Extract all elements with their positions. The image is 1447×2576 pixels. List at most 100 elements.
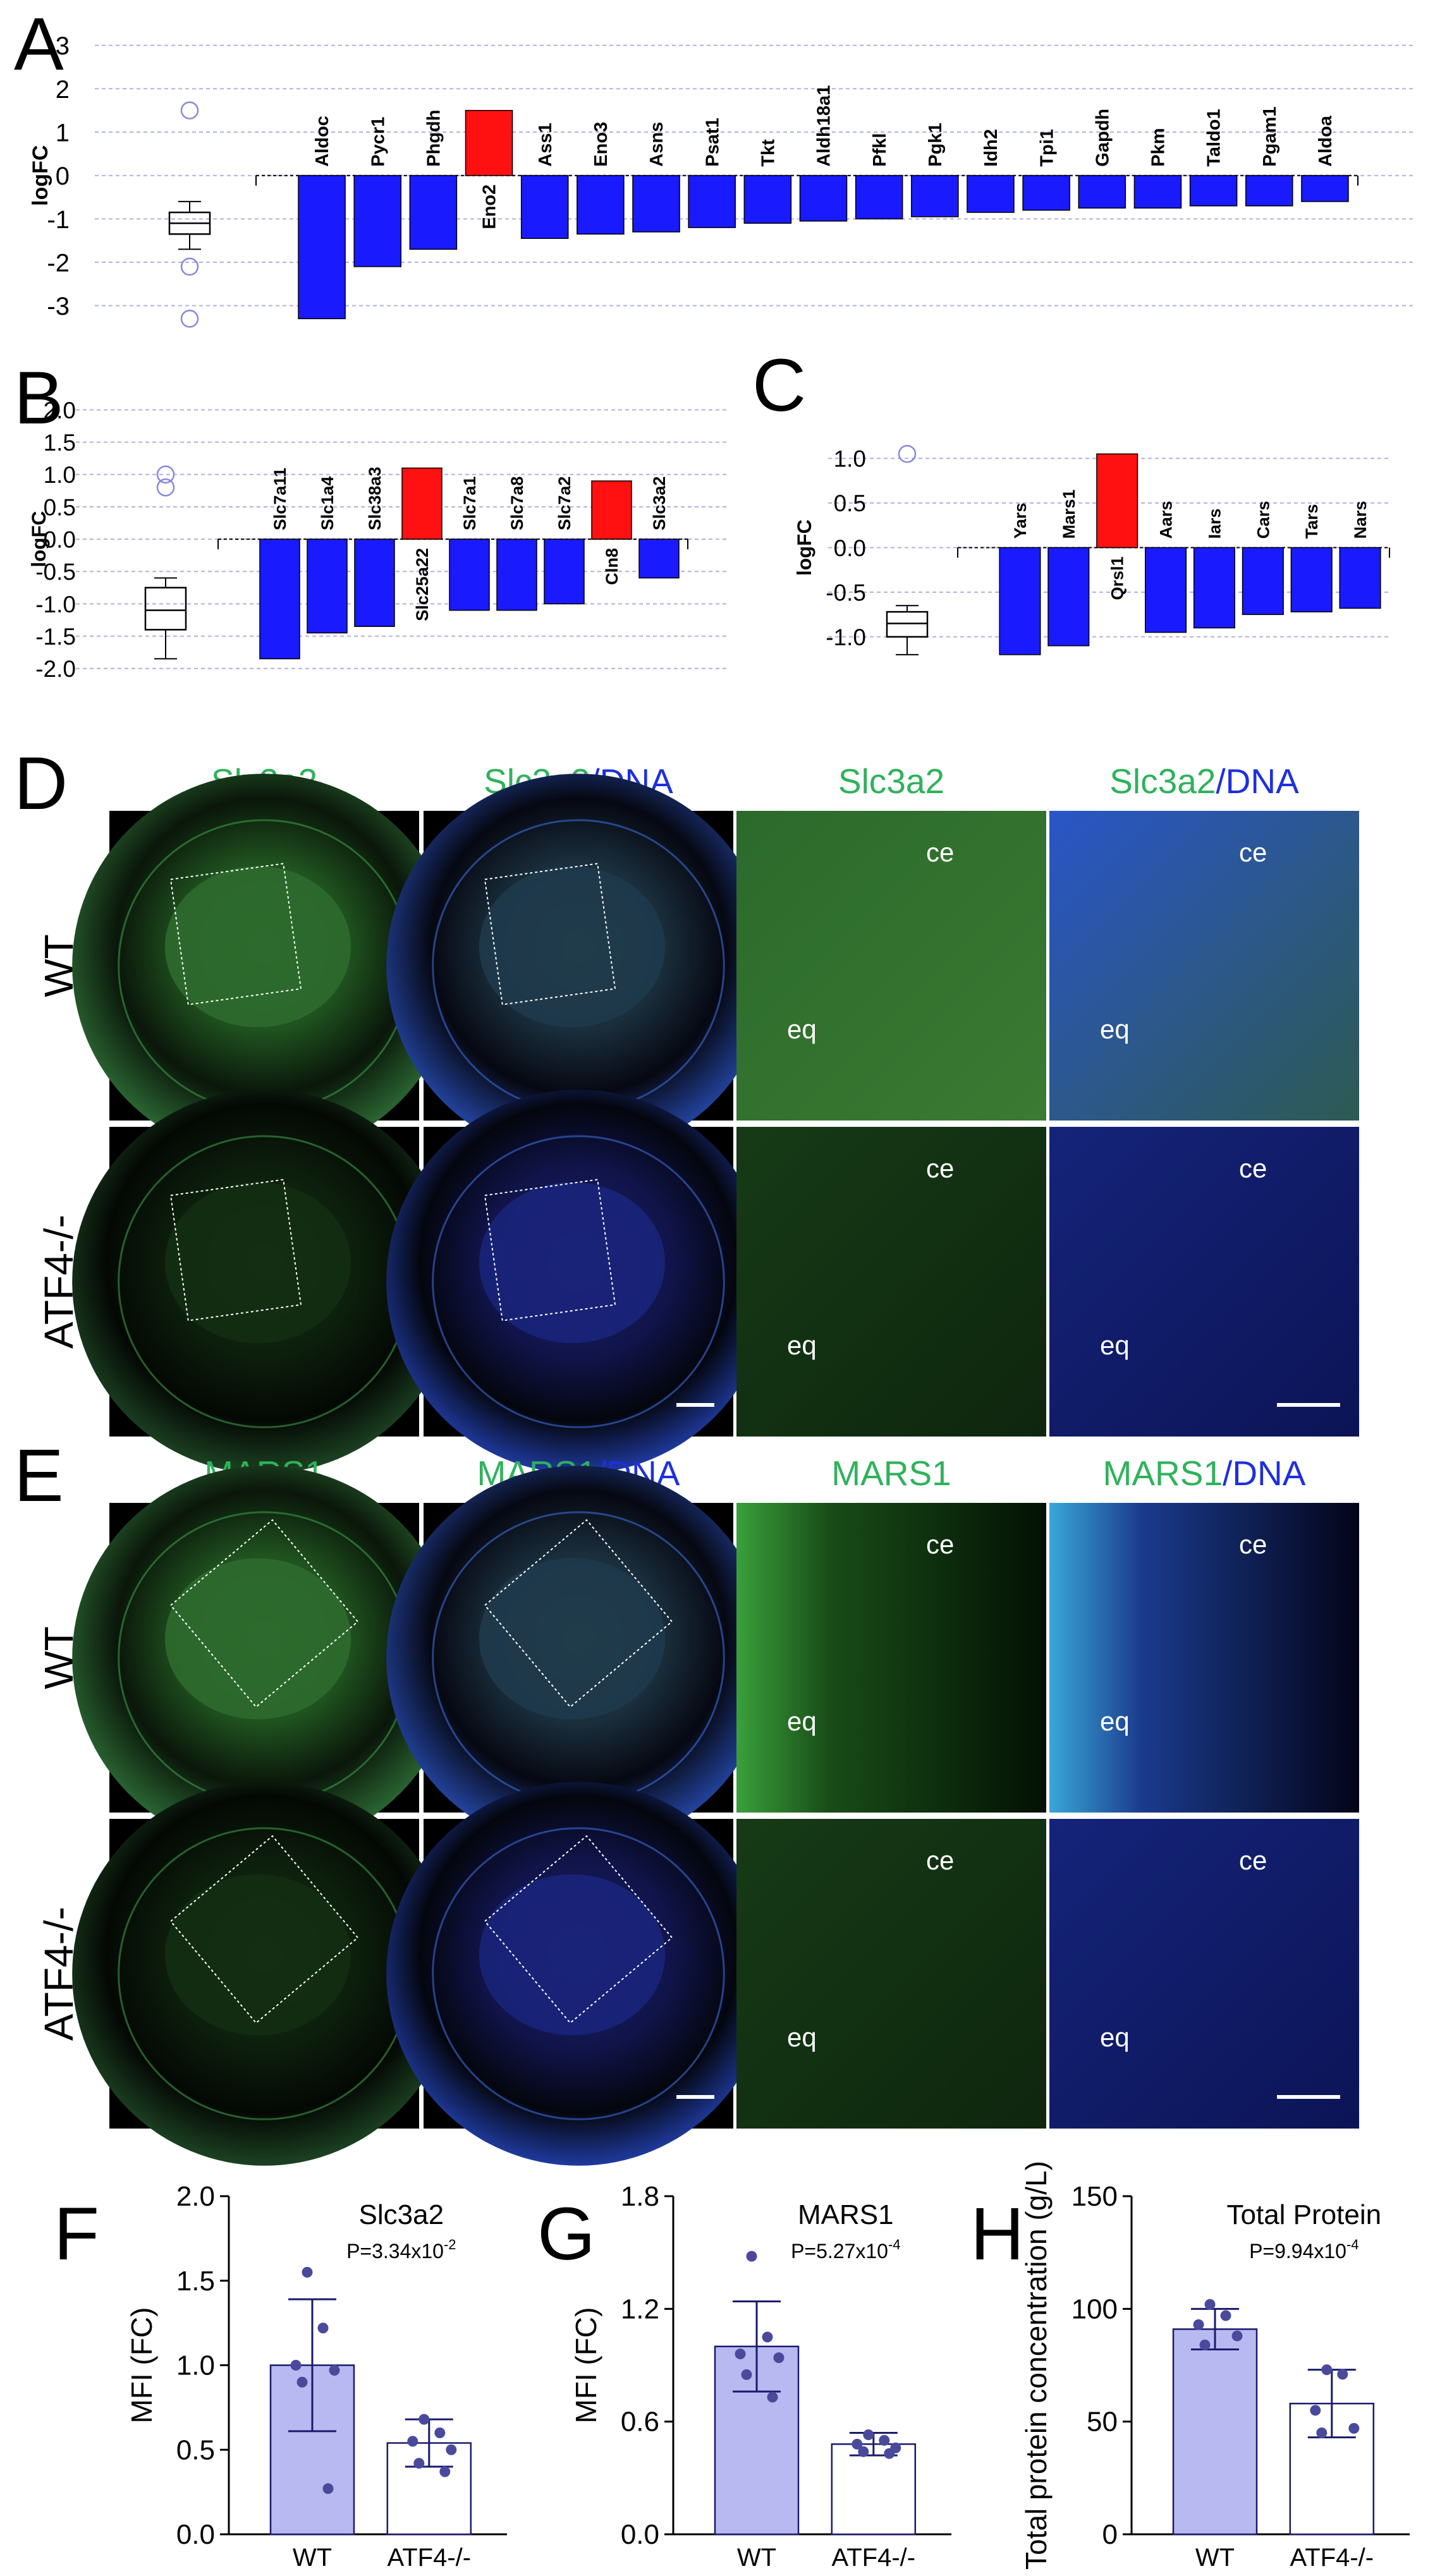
outlier-point bbox=[180, 310, 199, 328]
category-label: Slc3a2 bbox=[650, 477, 669, 531]
p-value: P=5.27x10-4 bbox=[791, 2237, 900, 2263]
y-tick-label: -1.5 bbox=[35, 624, 76, 650]
bar bbox=[465, 109, 513, 176]
eye-rim bbox=[432, 1827, 725, 2120]
panel-label-c: C bbox=[752, 344, 806, 427]
data-point bbox=[1199, 2339, 1211, 2350]
panel-label-h: H bbox=[970, 2192, 1024, 2276]
region-label-ce: ce bbox=[926, 837, 954, 867]
y-tick-label: 3 bbox=[56, 32, 70, 60]
y-tick-label: 150 bbox=[1072, 2181, 1118, 2212]
category-label: Qrsl1 bbox=[1108, 556, 1127, 600]
x-tick-label: WT bbox=[1195, 2544, 1235, 2572]
y-tick-label: 1.0 bbox=[176, 2350, 215, 2381]
category-label: Aldoc bbox=[312, 116, 333, 167]
y-tick-label: -3 bbox=[47, 293, 70, 320]
category-label: Aldh18a1 bbox=[814, 85, 834, 167]
bar bbox=[354, 538, 395, 628]
data-point bbox=[1220, 2310, 1231, 2321]
panel-label-b: B bbox=[14, 356, 64, 440]
y-tick-label: 1.8 bbox=[621, 2181, 659, 2212]
region-label-eq: eq bbox=[787, 1706, 817, 1736]
panel-c: 1.0 0.5 0.0 -0.5 -1.0 logFC Yars Mars1 Qrsl1 Aars… bbox=[793, 444, 1391, 655]
region-label-ce: ce bbox=[1239, 1529, 1267, 1559]
category-label: Slc38a3 bbox=[365, 467, 384, 531]
bar bbox=[520, 174, 569, 240]
lens bbox=[479, 1558, 665, 1720]
y-tick-label: 2.0 bbox=[176, 2181, 215, 2212]
column-label: MARS1 bbox=[831, 1454, 951, 1493]
data-point bbox=[1193, 2319, 1204, 2330]
region-label-eq: eq bbox=[787, 1014, 817, 1044]
data-point bbox=[1310, 2405, 1321, 2416]
column-label-part: Slc3a2 bbox=[1109, 762, 1216, 801]
data-point bbox=[434, 2427, 446, 2438]
bar bbox=[1339, 547, 1381, 609]
zoom-field bbox=[736, 1503, 1046, 1813]
category-label: Pgk1 bbox=[925, 123, 946, 166]
y-tick-label: -1.0 bbox=[826, 624, 866, 650]
category-label: Idh2 bbox=[981, 129, 1001, 167]
column-label-part: /DNA bbox=[1216, 762, 1299, 801]
panel-label-g: G bbox=[537, 2192, 595, 2276]
region-label-ce: ce bbox=[1239, 1153, 1267, 1183]
y-tick-label: 0.0 bbox=[176, 2519, 215, 2550]
y-tick-label: 1 bbox=[56, 119, 70, 147]
category-label: Pfkl bbox=[870, 133, 890, 167]
region-label-ce: ce bbox=[1239, 837, 1267, 867]
y-axis-label: logFC bbox=[793, 519, 815, 576]
column-label-part: Slc3a2 bbox=[838, 762, 944, 801]
y-tick-label: -0.5 bbox=[35, 559, 76, 585]
category-label: Slc7a11 bbox=[271, 468, 290, 530]
y-tick-label: -0.5 bbox=[826, 580, 866, 605]
region-label-eq: eq bbox=[787, 1330, 817, 1360]
data-point bbox=[1231, 2330, 1243, 2342]
bar bbox=[638, 538, 680, 579]
data-point bbox=[296, 2376, 308, 2388]
data-point bbox=[746, 2251, 757, 2262]
column-label: Slc3a2/DNA bbox=[1109, 762, 1299, 801]
p-value-text: P=9.94x10 bbox=[1249, 2240, 1346, 2263]
y-tick-label: 0.5 bbox=[176, 2434, 215, 2465]
zoom-field bbox=[736, 811, 1046, 1121]
bar bbox=[1290, 547, 1333, 612]
category-label: Nars bbox=[1351, 501, 1370, 538]
p-value-exponent: -4 bbox=[1346, 2237, 1359, 2252]
region-label-ce: ce bbox=[926, 1529, 954, 1559]
lens bbox=[479, 1182, 665, 1344]
y-tick-label: 0.6 bbox=[621, 2407, 659, 2438]
category-label: Aldoa bbox=[1316, 115, 1336, 166]
bar bbox=[577, 174, 625, 235]
lens bbox=[165, 1558, 351, 1720]
y-axis-label: MFI (FC) bbox=[570, 2307, 602, 2424]
y-tick-label: 1.0 bbox=[44, 462, 76, 488]
box bbox=[144, 586, 187, 631]
panel-h: 0 50 100 150 Total protein concentration (g/… bbox=[1020, 2161, 1410, 2572]
data-point bbox=[407, 2436, 418, 2447]
category-label: Phgdh bbox=[424, 109, 444, 166]
region-label-eq: eq bbox=[1100, 1706, 1130, 1736]
column-label: MARS1/DNA bbox=[1103, 1454, 1306, 1493]
bar bbox=[449, 538, 490, 611]
y-tick-label: -1.0 bbox=[35, 592, 76, 617]
panel-b: 2.0 1.5 1.0 0.5 0.0 -0.5 -1.0 -1.5 -2.0 logFC Slc7… bbox=[28, 398, 727, 682]
y-tick-label: -2.0 bbox=[35, 656, 76, 682]
zoom-field bbox=[736, 1819, 1046, 2129]
bar bbox=[1022, 174, 1070, 211]
bar bbox=[1047, 547, 1090, 647]
y-tick-label: 0 bbox=[56, 162, 70, 190]
y-tick-label: 0.5 bbox=[834, 490, 866, 516]
category-label: Taldo1 bbox=[1204, 109, 1224, 166]
zoom-field bbox=[736, 1127, 1046, 1437]
data-point bbox=[1316, 2427, 1328, 2438]
bar bbox=[401, 467, 443, 540]
y-tick-label: 1.2 bbox=[621, 2293, 659, 2324]
category-label: Tars bbox=[1302, 504, 1321, 538]
zoom-field bbox=[1049, 1503, 1359, 1813]
panel-label-a: A bbox=[14, 3, 64, 86]
y-tick-label: 2 bbox=[56, 76, 70, 104]
category-label: Iars bbox=[1205, 508, 1224, 538]
eye-rim bbox=[432, 1135, 725, 1428]
lens bbox=[479, 866, 665, 1028]
roi-box bbox=[484, 863, 616, 1005]
